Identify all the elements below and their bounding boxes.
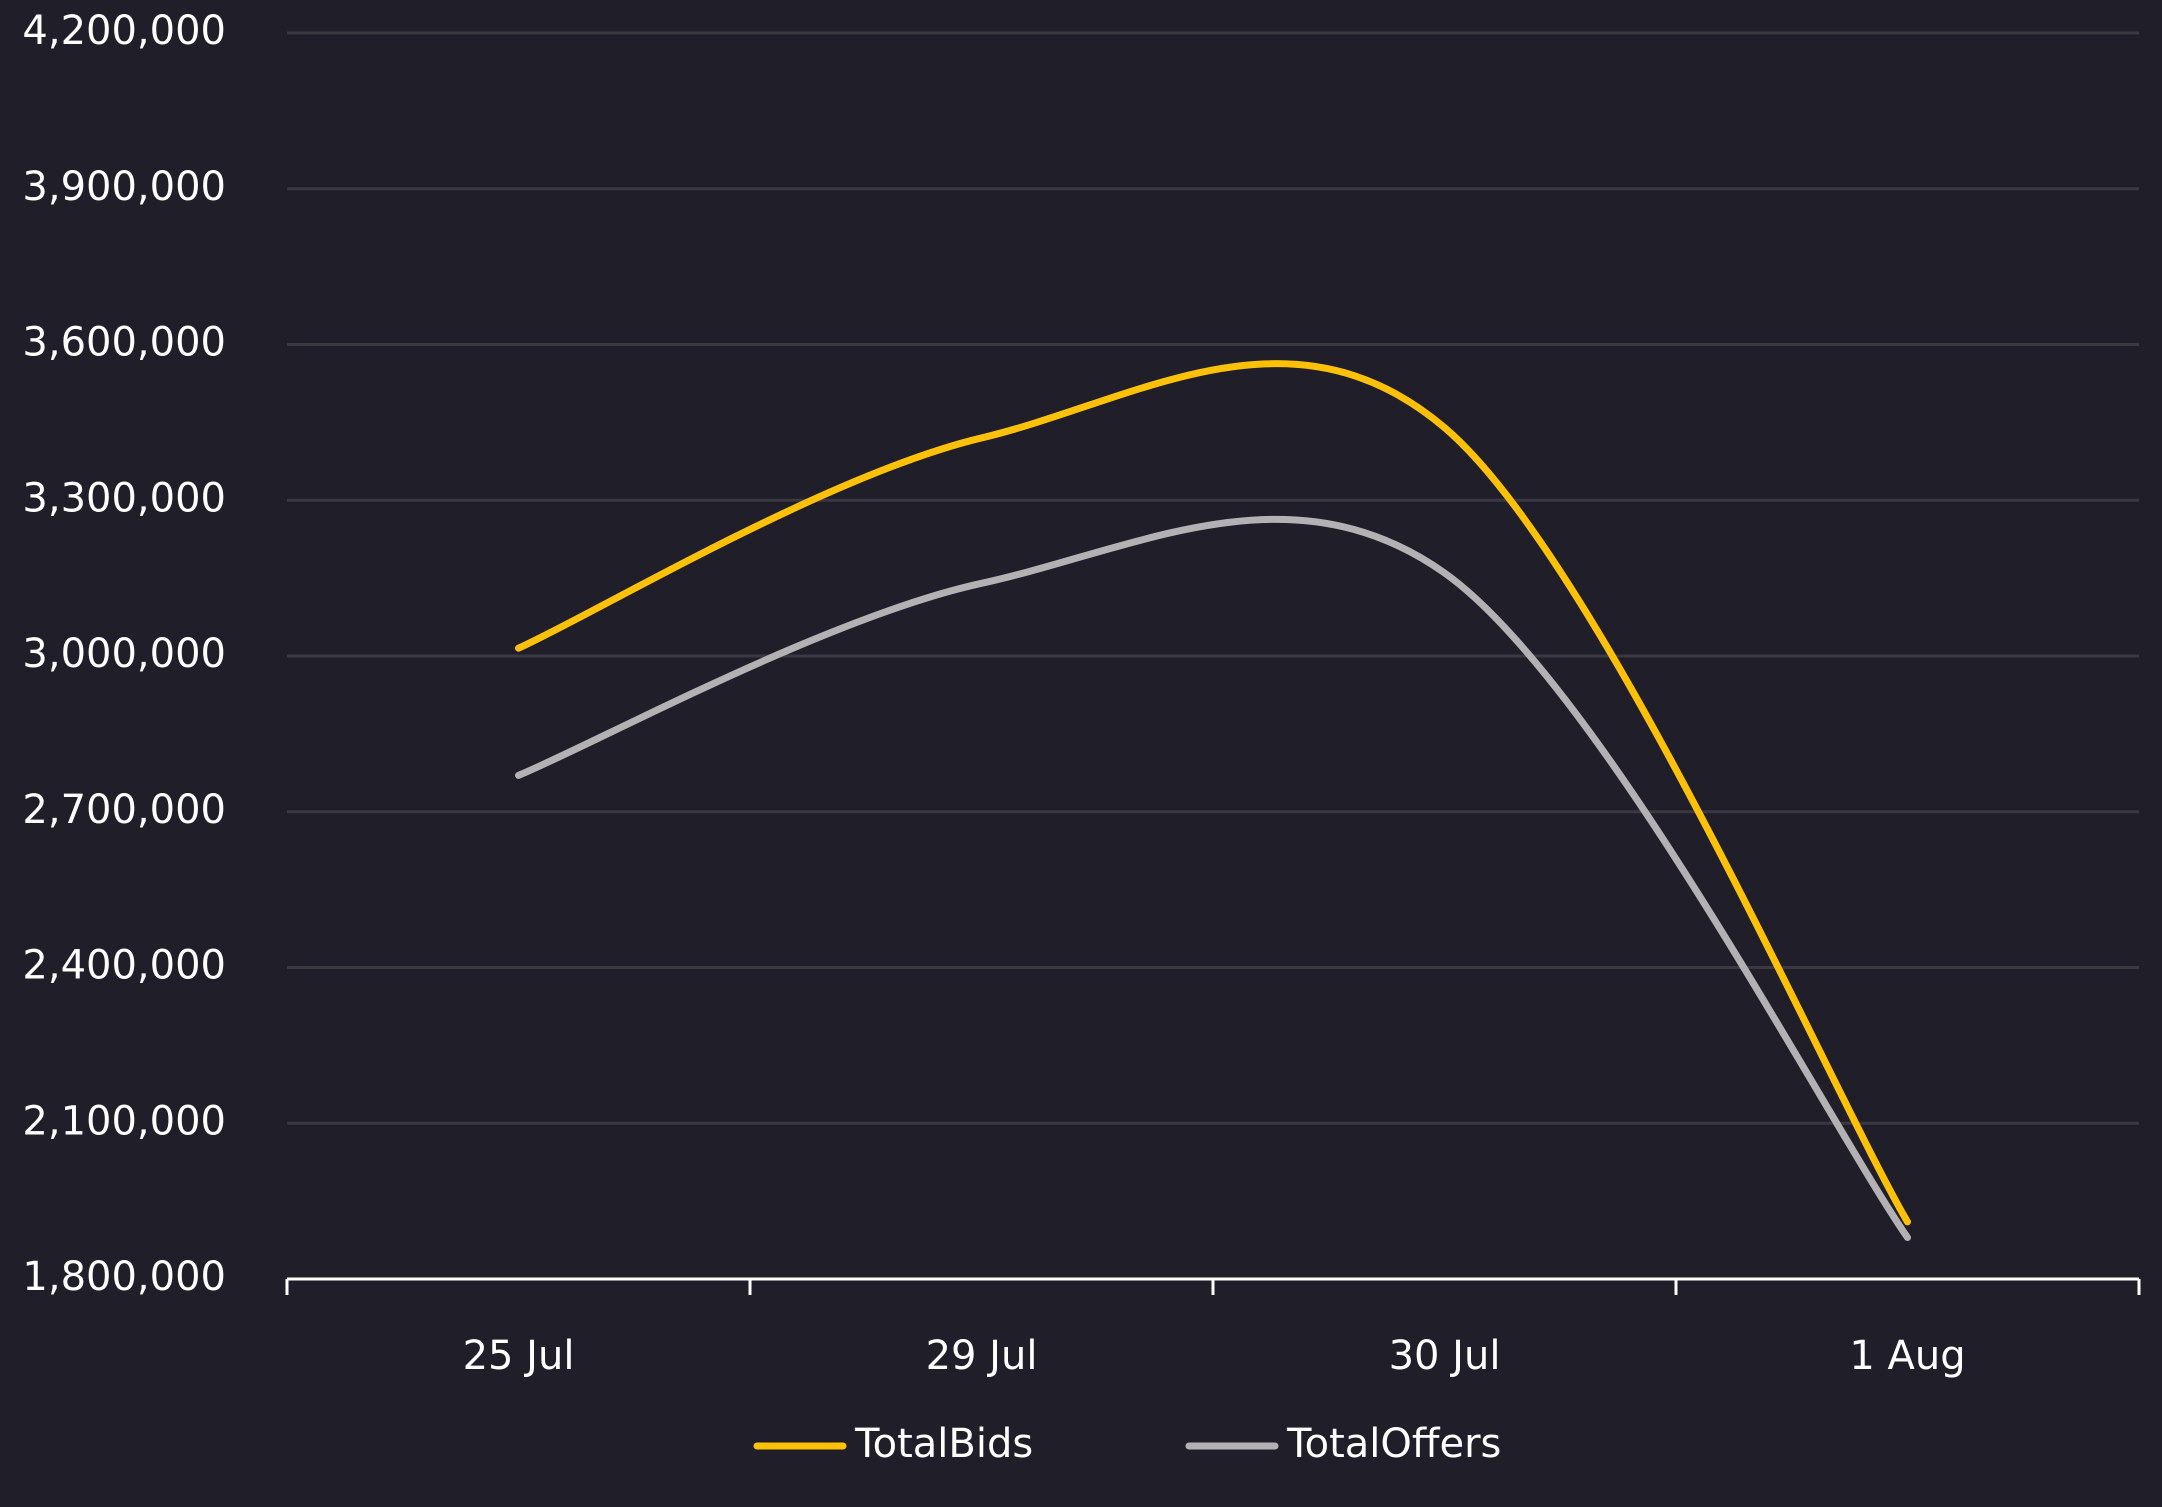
x-tick-label: 29 Jul [926,1333,1038,1379]
y-tick-label: 2,400,000 [22,943,226,989]
x-axis [285,1277,2141,1295]
y-tick-label: 2,100,000 [22,1098,226,1144]
x-tick-label: 30 Jul [1389,1333,1501,1379]
y-axis-labels: 1,800,000 2,100,000 2,400,000 2,700,000 3,00… [22,8,226,1300]
x-axis-labels: 25 Jul 29 Jul 30 Jul 1 Aug [463,1333,1966,1379]
y-tick-label: 3,600,000 [22,320,226,366]
legend-item-totalbids[interactable]: TotalBids [753,1421,1033,1467]
legend: TotalBids TotalOffers [753,1421,1501,1467]
y-tick-label: 1,800,000 [22,1254,226,1300]
y-tick-label: 3,000,000 [22,631,226,677]
x-tick-label: 1 Aug [1849,1333,1965,1379]
legend-label: TotalOffers [1286,1421,1501,1467]
y-tick-label: 4,200,000 [22,8,226,54]
legend-item-totaloffers[interactable]: TotalOffers [1185,1421,1501,1467]
y-tick-label: 3,900,000 [22,164,226,210]
x-tick-label: 25 Jul [463,1333,575,1379]
series-line-totaloffers [515,515,1911,1241]
y-tick-label: 2,700,000 [22,787,226,833]
gridlines [287,31,2139,1125]
series-line-totalbids [515,360,1911,1226]
series-lines [515,360,1911,1241]
y-tick-label: 3,300,000 [22,475,226,521]
legend-label: TotalBids [854,1421,1033,1467]
